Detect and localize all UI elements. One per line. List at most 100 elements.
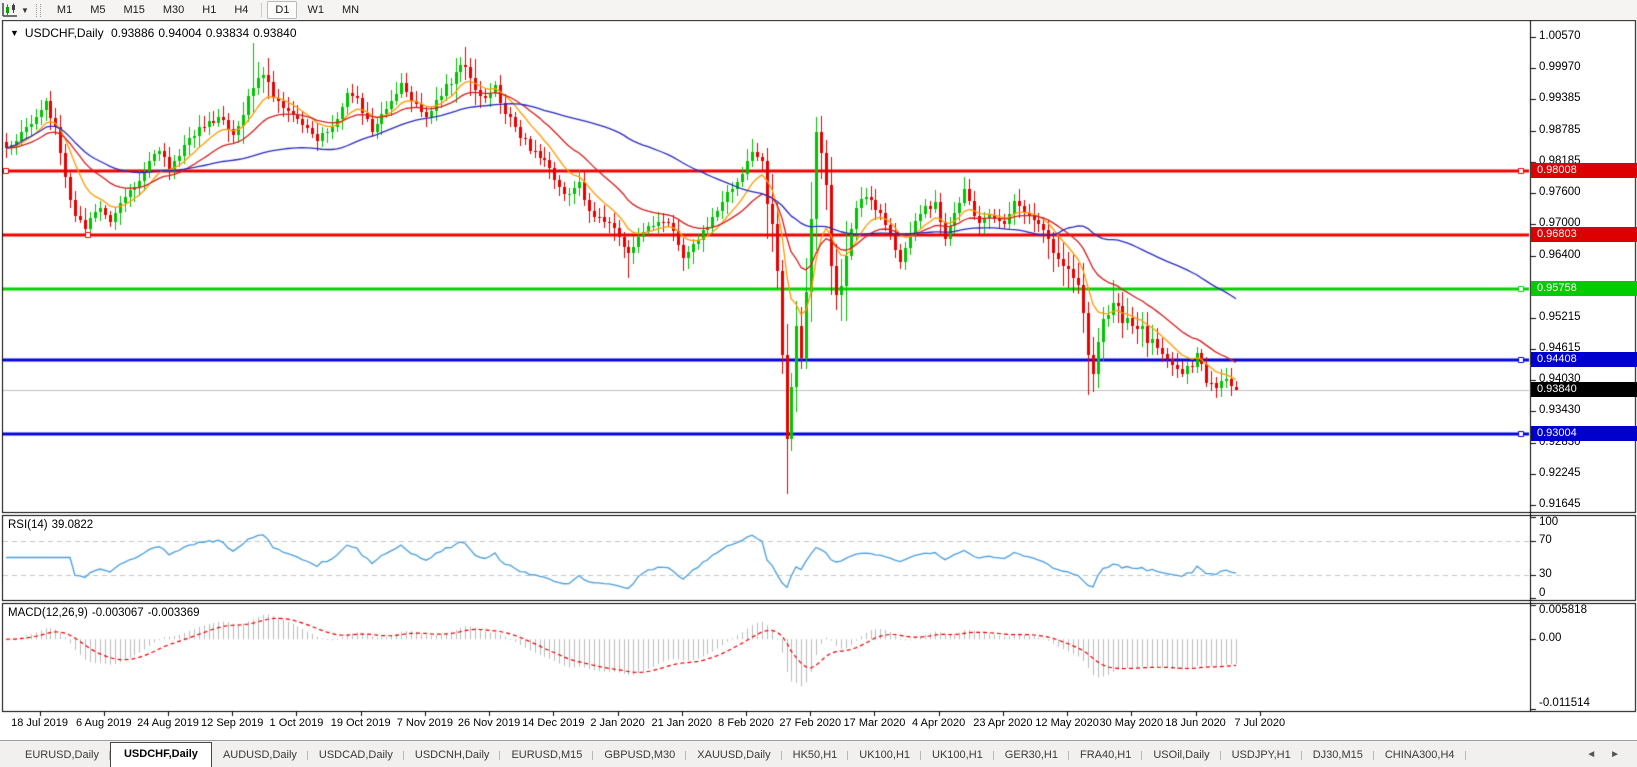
scroll-left-icon[interactable]: ◄ [1586, 748, 1597, 760]
chart-tab-uk100-h1[interactable]: UK100,H1 [848, 744, 921, 767]
toolbar: ▼ M1 M5 M15 M30 H1 H4 D1 W1 MN [0, 0, 1637, 20]
date-tick-label: 7 Jul 2020 [1234, 717, 1286, 729]
price-badge: 0.93004 [1531, 425, 1637, 441]
price-tick-label: 0.91645 [1539, 498, 1581, 510]
chart-symbol: USDCHF,Daily [24, 26, 104, 40]
price-badge: 0.98008 [1531, 163, 1637, 179]
chart-tab-hk50-h1[interactable]: HK50,H1 [782, 744, 849, 767]
macd-name: MACD(12,26,9) [8, 607, 88, 619]
price-tick-label: 0.98785 [1539, 123, 1581, 136]
bar-high: 0.94004 [158, 26, 202, 40]
rsi-value: 39.0822 [51, 519, 94, 531]
macd-tick-label: 0.005818 [1539, 604, 1587, 616]
rsi-tick-label: 30 [1539, 567, 1552, 580]
chart-tab-usdcad-daily[interactable]: USDCAD,Daily [308, 744, 404, 767]
chart-tab-eurusd-m15[interactable]: EURUSD,M15 [500, 744, 594, 767]
caret-down-icon: ▼ [21, 5, 29, 15]
chart-tab-eurusd-daily[interactable]: EURUSD,Daily [14, 744, 110, 767]
date-tick-label: 4 Apr 2020 [912, 717, 966, 729]
chart-type-button[interactable]: ▼ [0, 2, 33, 18]
price-tick-label: 1.00570 [1539, 30, 1581, 42]
rsi-tick-label: 70 [1539, 533, 1552, 546]
bar-close: 0.93840 [253, 26, 297, 40]
price-tick-label: 0.94615 [1539, 342, 1581, 355]
chart-tab-xauusd-daily[interactable]: XAUUSD,Daily [686, 744, 782, 767]
date-tick-label: 12 May 2020 [1035, 717, 1099, 729]
macd-tick-label: 0.00 [1539, 632, 1562, 645]
date-tick-label: 27 Feb 2020 [779, 717, 842, 729]
date-tick-label: 21 Jan 2020 [651, 717, 713, 729]
chart-tab-dj30-m15[interactable]: DJ30,M15 [1302, 744, 1374, 767]
timeframe-button-h4[interactable]: H4 [234, 4, 249, 16]
rsi-name: RSI(14) [8, 519, 48, 531]
price-badge: 0.96803 [1531, 226, 1637, 242]
timeframe-button-mn[interactable]: MN [341, 4, 360, 16]
scroll-right-icon[interactable]: ► [1610, 748, 1620, 760]
price-tick-label: 0.92245 [1539, 466, 1581, 479]
date-axis[interactable] [0, 712, 1530, 738]
date-tick-label: 18 Jun 2020 [1165, 717, 1226, 729]
date-tick-label: 12 Sep 2019 [201, 717, 264, 729]
chart-tab-usdjpy-h1[interactable]: USDJPY,H1 [1221, 744, 1302, 767]
candlestick-chart-icon [2, 3, 17, 17]
date-tick-label: 1 Oct 2019 [269, 717, 324, 729]
price-tick-label: 0.95215 [1539, 310, 1581, 323]
price-tick-label: 0.99970 [1539, 61, 1581, 74]
chart-tab-uk100-h1[interactable]: UK100,H1 [921, 744, 994, 767]
timeframe-group: M1 M5 M15 M30 H1 H4 D1 W1 MN [48, 0, 368, 20]
date-tick-label: 17 Mar 2020 [843, 717, 906, 729]
chart-tab-bar: EURUSD,Daily USDCHF,Daily AUDUSD,Daily USDC… [0, 740, 1637, 767]
bar-low: 0.93834 [205, 26, 250, 40]
timeframe-button-m15[interactable]: M15 [123, 4, 145, 16]
rsi-tick-label: 0 [1539, 587, 1546, 599]
timeframe-button-m5[interactable]: M5 [90, 4, 106, 16]
date-tick-label: 8 Feb 2020 [718, 717, 774, 729]
price-badge: 0.95758 [1531, 281, 1637, 297]
chart-tab-fra40-h1[interactable]: FRA40,H1 [1069, 744, 1143, 767]
toolbar-grip [35, 3, 41, 17]
date-tick-label: 2 Jan 2020 [590, 717, 645, 729]
price-badge: 0.93840 [1531, 381, 1637, 397]
rsi-label: RSI(14) 39.0822 [8, 519, 97, 531]
timeframe-button-w1[interactable]: W1 [307, 4, 324, 16]
price-badge: 0.94408 [1531, 352, 1637, 368]
chart-tab-usoil-daily[interactable]: USOil,Daily [1142, 744, 1221, 767]
macd-main-value: -0.003067 [91, 607, 144, 619]
macd-tick-label: -0.011514 [1539, 697, 1590, 709]
chart-title: ▼ USDCHF,Daily 0.93886 0.94004 0.93834 0.938… [10, 26, 301, 40]
date-tick-label: 26 Nov 2019 [457, 717, 521, 729]
date-tick-label: 19 Oct 2019 [330, 717, 391, 729]
toolbar-separator [261, 3, 263, 17]
chart-tab-usdcnh-daily[interactable]: USDCNH,Daily [404, 744, 501, 767]
chart-tab-audusd-daily[interactable]: AUDUSD,Daily [212, 744, 308, 767]
date-tick-label: 18 Jul 2019 [11, 717, 69, 729]
date-tick-label: 30 May 2020 [1099, 717, 1164, 729]
rsi-tick-label: 100 [1539, 516, 1559, 528]
price-tick-label: 0.97600 [1539, 185, 1581, 198]
timeframe-button-h1[interactable]: H1 [202, 4, 217, 16]
price-tick-label: 0.97000 [1539, 217, 1581, 230]
date-tick-label: 7 Nov 2019 [396, 717, 454, 729]
price-tick-label: 0.93430 [1539, 404, 1581, 417]
chart-tab-usdchf-daily[interactable]: USDCHF,Daily [109, 742, 212, 767]
timeframe-button-d1[interactable]: D1 [267, 1, 298, 19]
date-tick-label: 23 Apr 2020 [973, 717, 1033, 729]
price-tick-label: 0.96400 [1539, 248, 1581, 261]
macd-signal-value: -0.003369 [147, 607, 200, 619]
date-tick-label: 6 Aug 2019 [75, 717, 132, 729]
tab-nav: ◄ ► [1579, 741, 1637, 767]
macd-label: MACD(12,26,9) -0.003067 -0.003369 [8, 607, 203, 619]
bar-open: 0.93886 [110, 26, 155, 40]
date-tick-label: 24 Aug 2019 [137, 717, 199, 729]
price-tick-label: 0.99385 [1539, 92, 1581, 105]
tab-list: EURUSD,Daily USDCHF,Daily AUDUSD,Daily USDC… [0, 741, 1466, 767]
caret-down-icon: ▼ [10, 28, 19, 38]
timeframe-button-m30[interactable]: M30 [162, 4, 185, 16]
date-tick-label: 14 Dec 2019 [522, 717, 585, 729]
chart-tab-china300-h4[interactable]: CHINA300,H4 [1374, 744, 1466, 767]
timeframe-button-m1[interactable]: M1 [56, 4, 73, 16]
chart-tab-gbpusd-m30[interactable]: GBPUSD,M30 [593, 744, 687, 767]
chart-tab-ger30-h1[interactable]: GER30,H1 [994, 744, 1070, 767]
